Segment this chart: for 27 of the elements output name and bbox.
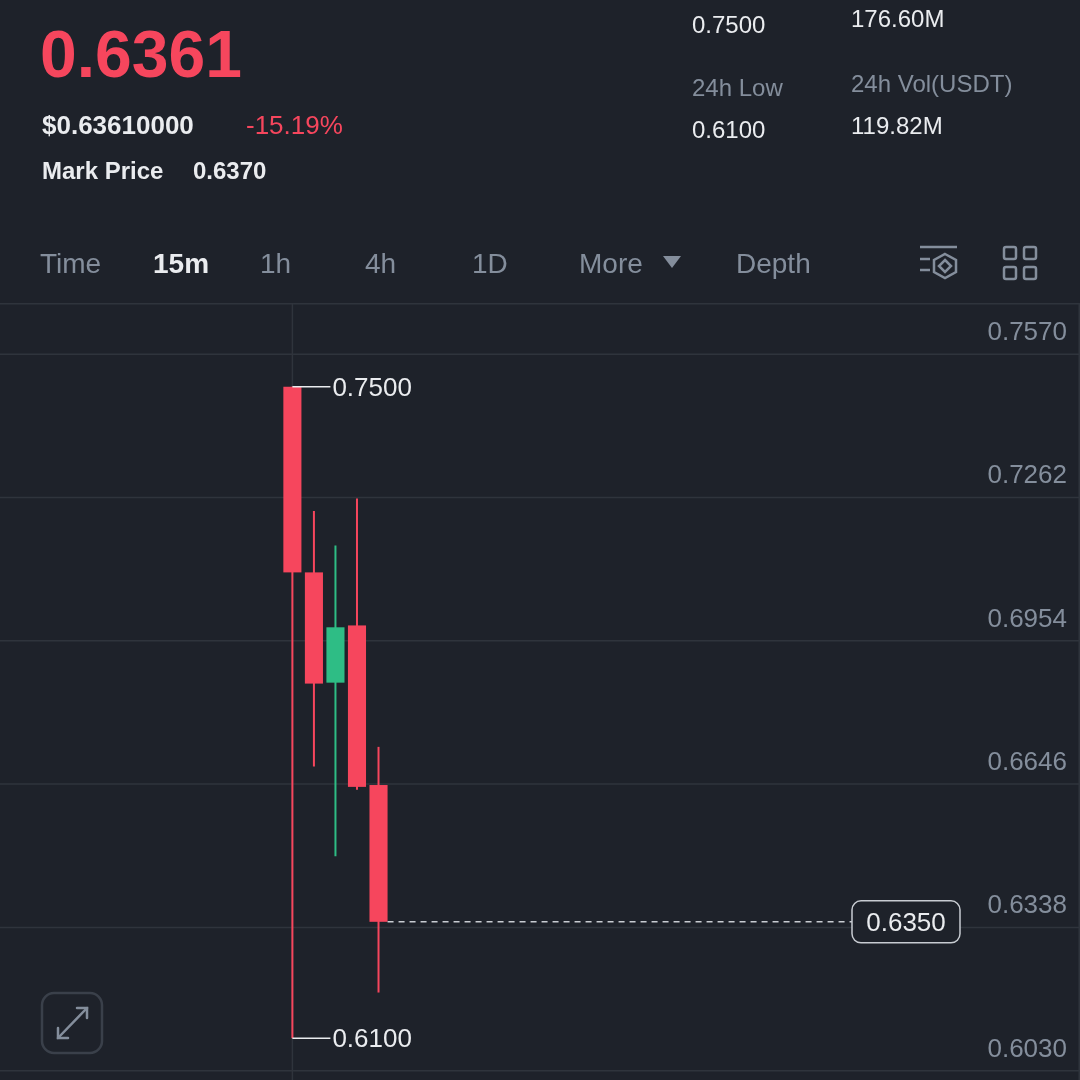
text: 24h Low	[692, 74, 784, 101]
chart-title: 0.6361	[40, 17, 242, 91]
text: 24h Vol(USDT)	[851, 70, 1013, 97]
text: Depth	[736, 248, 811, 279]
text: 0.6100	[692, 116, 766, 143]
annotation: 0.7500	[332, 371, 412, 402]
y-tick-label: 0.6338	[987, 889, 1067, 920]
text: 1D	[472, 248, 508, 279]
y-tick-label: 0.6030	[987, 1032, 1067, 1063]
y-tick-label: 0.6954	[987, 602, 1067, 633]
text: 15m	[153, 248, 210, 279]
text: 0.7500	[692, 11, 766, 38]
text: 1h	[260, 248, 292, 279]
y-tick-label: 0.6646	[987, 746, 1067, 777]
text: -15.19%	[246, 110, 343, 140]
annotation: 0.6100	[332, 1023, 412, 1054]
text: 119.82M	[851, 112, 943, 139]
ref-line-label: 0.6350	[866, 906, 946, 937]
y-tick-label: 0.7262	[987, 459, 1067, 490]
text: $0.63610000	[42, 110, 194, 140]
text: 4h	[365, 248, 397, 279]
text: More	[579, 248, 643, 279]
text: 176.60M	[851, 5, 945, 32]
y-tick-label: 0.7570	[987, 316, 1067, 347]
text: Mark Price	[42, 157, 164, 184]
text: 0.6370	[193, 157, 267, 184]
text: Time	[40, 248, 102, 279]
